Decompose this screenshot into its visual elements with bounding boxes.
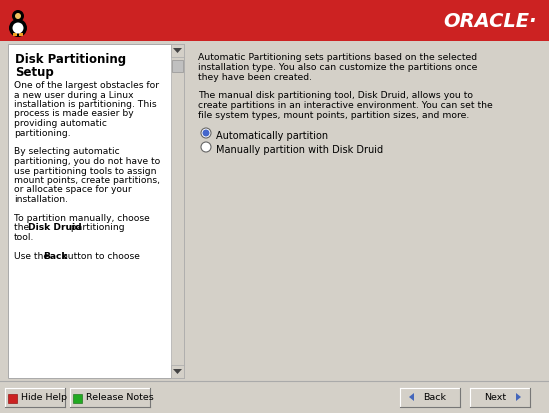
Bar (8, 394, 17, 403)
Text: partitioning.: partitioning. (14, 128, 71, 137)
Text: providing automatic: providing automatic (14, 119, 107, 128)
Text: mount points, create partitions,: mount points, create partitions, (14, 176, 160, 185)
Polygon shape (516, 393, 521, 401)
Text: Release Notes: Release Notes (86, 392, 154, 401)
Text: Setup: Setup (15, 66, 54, 79)
Text: Disk Partitioning: Disk Partitioning (15, 53, 126, 66)
Bar (171, 45, 184, 378)
Text: The manual disk partitioning tool, Disk Druid, allows you to: The manual disk partitioning tool, Disk … (198, 91, 473, 100)
Text: a new user during a Linux: a new user during a Linux (14, 90, 133, 99)
Text: they have been created.: they have been created. (198, 73, 312, 82)
Text: Manually partition with Disk Druid: Manually partition with Disk Druid (216, 145, 383, 154)
Bar (13, 34, 17, 37)
Circle shape (12, 11, 24, 23)
Text: Disk Druid: Disk Druid (29, 223, 82, 232)
Bar (172, 61, 183, 73)
Text: installation.: installation. (14, 195, 68, 204)
Text: One of the largest obstacles for: One of the largest obstacles for (14, 81, 159, 90)
Text: Next: Next (484, 392, 506, 401)
Text: create partitions in an interactive environment. You can set the: create partitions in an interactive envi… (198, 101, 493, 110)
Circle shape (15, 14, 21, 20)
Text: partitioning: partitioning (68, 223, 125, 232)
Text: Hide Help: Hide Help (21, 392, 67, 401)
Text: partitioning, you do not have to: partitioning, you do not have to (14, 157, 160, 166)
Text: installation type. You also can customize the partitions once: installation type. You also can customiz… (198, 63, 478, 72)
Bar (73, 394, 82, 403)
Text: use partitioning tools to assign: use partitioning tools to assign (14, 166, 156, 175)
Text: Automatic Partitioning sets partitions based on the selected: Automatic Partitioning sets partitions b… (198, 53, 477, 62)
Bar (171, 365, 184, 378)
Text: Automatically partition: Automatically partition (216, 131, 328, 141)
Bar (0, 381, 549, 413)
Text: Use the: Use the (14, 252, 52, 260)
Polygon shape (173, 49, 182, 54)
Bar (470, 387, 530, 406)
Circle shape (13, 24, 24, 34)
Circle shape (201, 142, 211, 153)
Text: installation is partitioning. This: installation is partitioning. This (14, 100, 156, 109)
Text: or allocate space for your: or allocate space for your (14, 185, 132, 194)
Circle shape (201, 129, 211, 139)
Text: ORACLE·: ORACLE· (444, 12, 537, 31)
Bar (0, 0, 549, 42)
Bar (171, 45, 184, 58)
Bar (8, 45, 184, 378)
Circle shape (203, 131, 209, 136)
Text: process is made easier by: process is made easier by (14, 109, 133, 118)
Text: Back: Back (423, 392, 446, 401)
Bar (400, 387, 460, 406)
Bar (19, 34, 23, 37)
Circle shape (9, 20, 27, 38)
Text: file system types, mount points, partition sizes, and more.: file system types, mount points, partiti… (198, 111, 469, 120)
Text: button to choose: button to choose (59, 252, 139, 260)
Text: the: the (14, 223, 32, 232)
Bar (70, 387, 150, 406)
Text: Back: Back (43, 252, 68, 260)
Bar (5, 387, 65, 406)
Text: tool.: tool. (14, 233, 35, 242)
Polygon shape (409, 393, 414, 401)
Polygon shape (173, 369, 182, 374)
Text: By selecting automatic: By selecting automatic (14, 147, 120, 156)
Text: To partition manually, choose: To partition manually, choose (14, 214, 150, 223)
